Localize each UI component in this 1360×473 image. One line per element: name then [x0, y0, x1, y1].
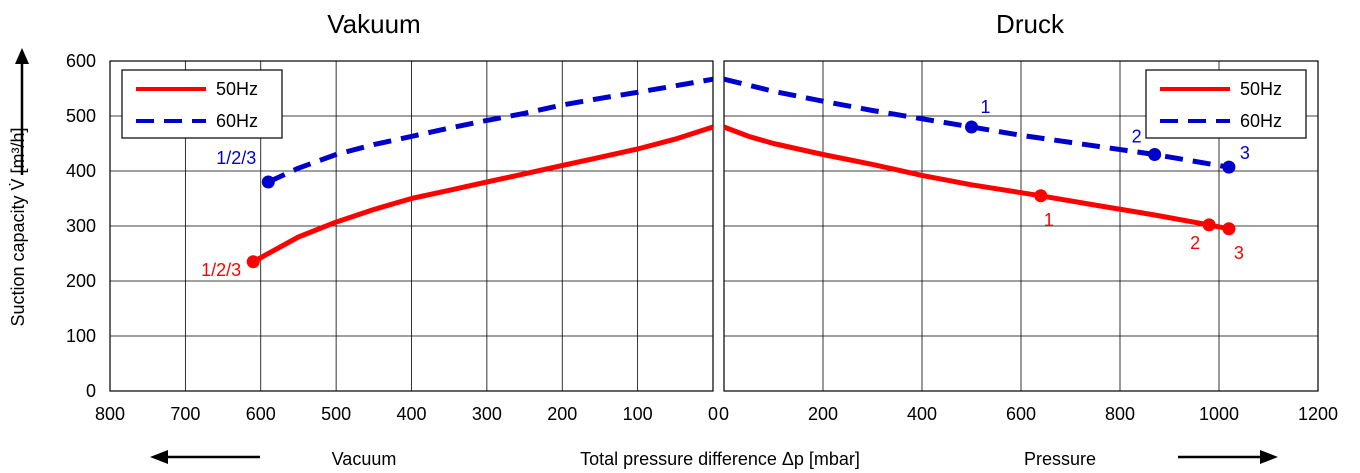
y-tick-label: 400: [66, 161, 96, 181]
x-tick-label-vakuum: 0: [708, 404, 718, 424]
data-point-50hz-druck: [1222, 222, 1236, 236]
x-tick-label-druck: 1200: [1298, 404, 1338, 424]
legend-label-50hz: 50Hz: [216, 79, 258, 99]
x-tick-label-druck: 800: [1105, 404, 1135, 424]
x-tick-label-druck: 0: [719, 404, 729, 424]
y-tick-label: 500: [66, 106, 96, 126]
legend-label-60hz: 60Hz: [1240, 111, 1282, 131]
x-axis-label-shared: Total pressure difference Δp [mbar]: [580, 449, 860, 469]
series-line-60hz-vakuum: [267, 76, 714, 185]
legend-label-60hz: 60Hz: [216, 111, 258, 131]
x-tick-label-vakuum: 600: [246, 404, 276, 424]
pressure-arrow: [1178, 450, 1278, 464]
legend-vakuum: 50Hz 60Hz: [121, 69, 283, 139]
data-label-60hz-druck: 3: [1240, 143, 1250, 163]
chart-title-druck: Druck: [996, 9, 1065, 39]
chart-title-vakuum: Vakuum: [327, 9, 420, 39]
data-point-50hz-vakuum: [246, 255, 260, 269]
y-tick-label: 200: [66, 271, 96, 291]
data-label-60hz-vakuum: 1/2/3: [216, 148, 256, 168]
legend-box: [121, 69, 283, 139]
legend-druck: 50Hz 60Hz: [1145, 69, 1307, 139]
x-tick-label-vakuum: 300: [472, 404, 502, 424]
x-tick-label-druck: 200: [808, 404, 838, 424]
data-label-60hz-druck: 1: [980, 97, 990, 117]
x-axis-label-vacuum: Vacuum: [332, 449, 397, 469]
x-tick-label-druck: 600: [1006, 404, 1036, 424]
series-line-50hz-vakuum: [251, 124, 714, 264]
x-tick-label-vakuum: 200: [547, 404, 577, 424]
x-axis-label-pressure: Pressure: [1024, 449, 1096, 469]
y-axis-label: Suction capacity V̇ [m³/h]: [8, 127, 28, 326]
legends: 50Hz 60Hz 50Hz 60Hz: [121, 69, 1307, 139]
vacuum-arrow: [150, 450, 260, 464]
axes: [109, 60, 1319, 392]
x-tick-label-druck: 400: [907, 404, 937, 424]
series-layer: 1/2/3 1/2/3 1 2 3 1 2 3: [201, 76, 1250, 280]
data-label-60hz-druck: 2: [1132, 127, 1142, 147]
data-point-50hz-druck: [1202, 218, 1216, 232]
x-tick-label-vakuum: 700: [170, 404, 200, 424]
y-axis-arrow: [15, 48, 29, 175]
data-label-50hz-druck: 2: [1190, 233, 1200, 253]
data-point-60hz-druck: [965, 120, 978, 134]
plot-frame-druck: [723, 60, 1319, 392]
x-tick-label-druck: 1000: [1199, 404, 1239, 424]
data-label-50hz-vakuum: 1/2/3: [201, 260, 241, 280]
tick-labels: 800 700 600 500 400 300 200 100 0010020030040050…: [66, 51, 1338, 424]
y-tick-label: 100: [66, 326, 96, 346]
data-point-50hz-druck: [1034, 189, 1048, 203]
data-label-50hz-druck: 1: [1044, 210, 1054, 230]
x-tick-label-vakuum: 500: [321, 404, 351, 424]
legend-label-50hz: 50Hz: [1240, 79, 1282, 99]
series-line-60hz-druck: [723, 76, 1230, 170]
plot-frame-vakuum: [109, 60, 714, 392]
data-point-60hz-druck: [1148, 148, 1162, 161]
x-tick-label-vakuum: 800: [95, 404, 125, 424]
y-tick-label: 300: [66, 216, 96, 236]
data-point-60hz-vakuum: [261, 175, 275, 189]
y-tick-label: 600: [66, 51, 96, 71]
x-tick-label-vakuum: 100: [623, 404, 653, 424]
series-line-50hz-druck: [723, 124, 1230, 232]
legend-box: [1145, 69, 1307, 139]
x-tick-label-vakuum: 400: [396, 404, 426, 424]
y-tick-label: 0: [86, 381, 96, 401]
grid: [110, 61, 1318, 391]
data-point-60hz-druck: [1222, 160, 1236, 174]
data-label-50hz-druck: 3: [1234, 243, 1244, 263]
